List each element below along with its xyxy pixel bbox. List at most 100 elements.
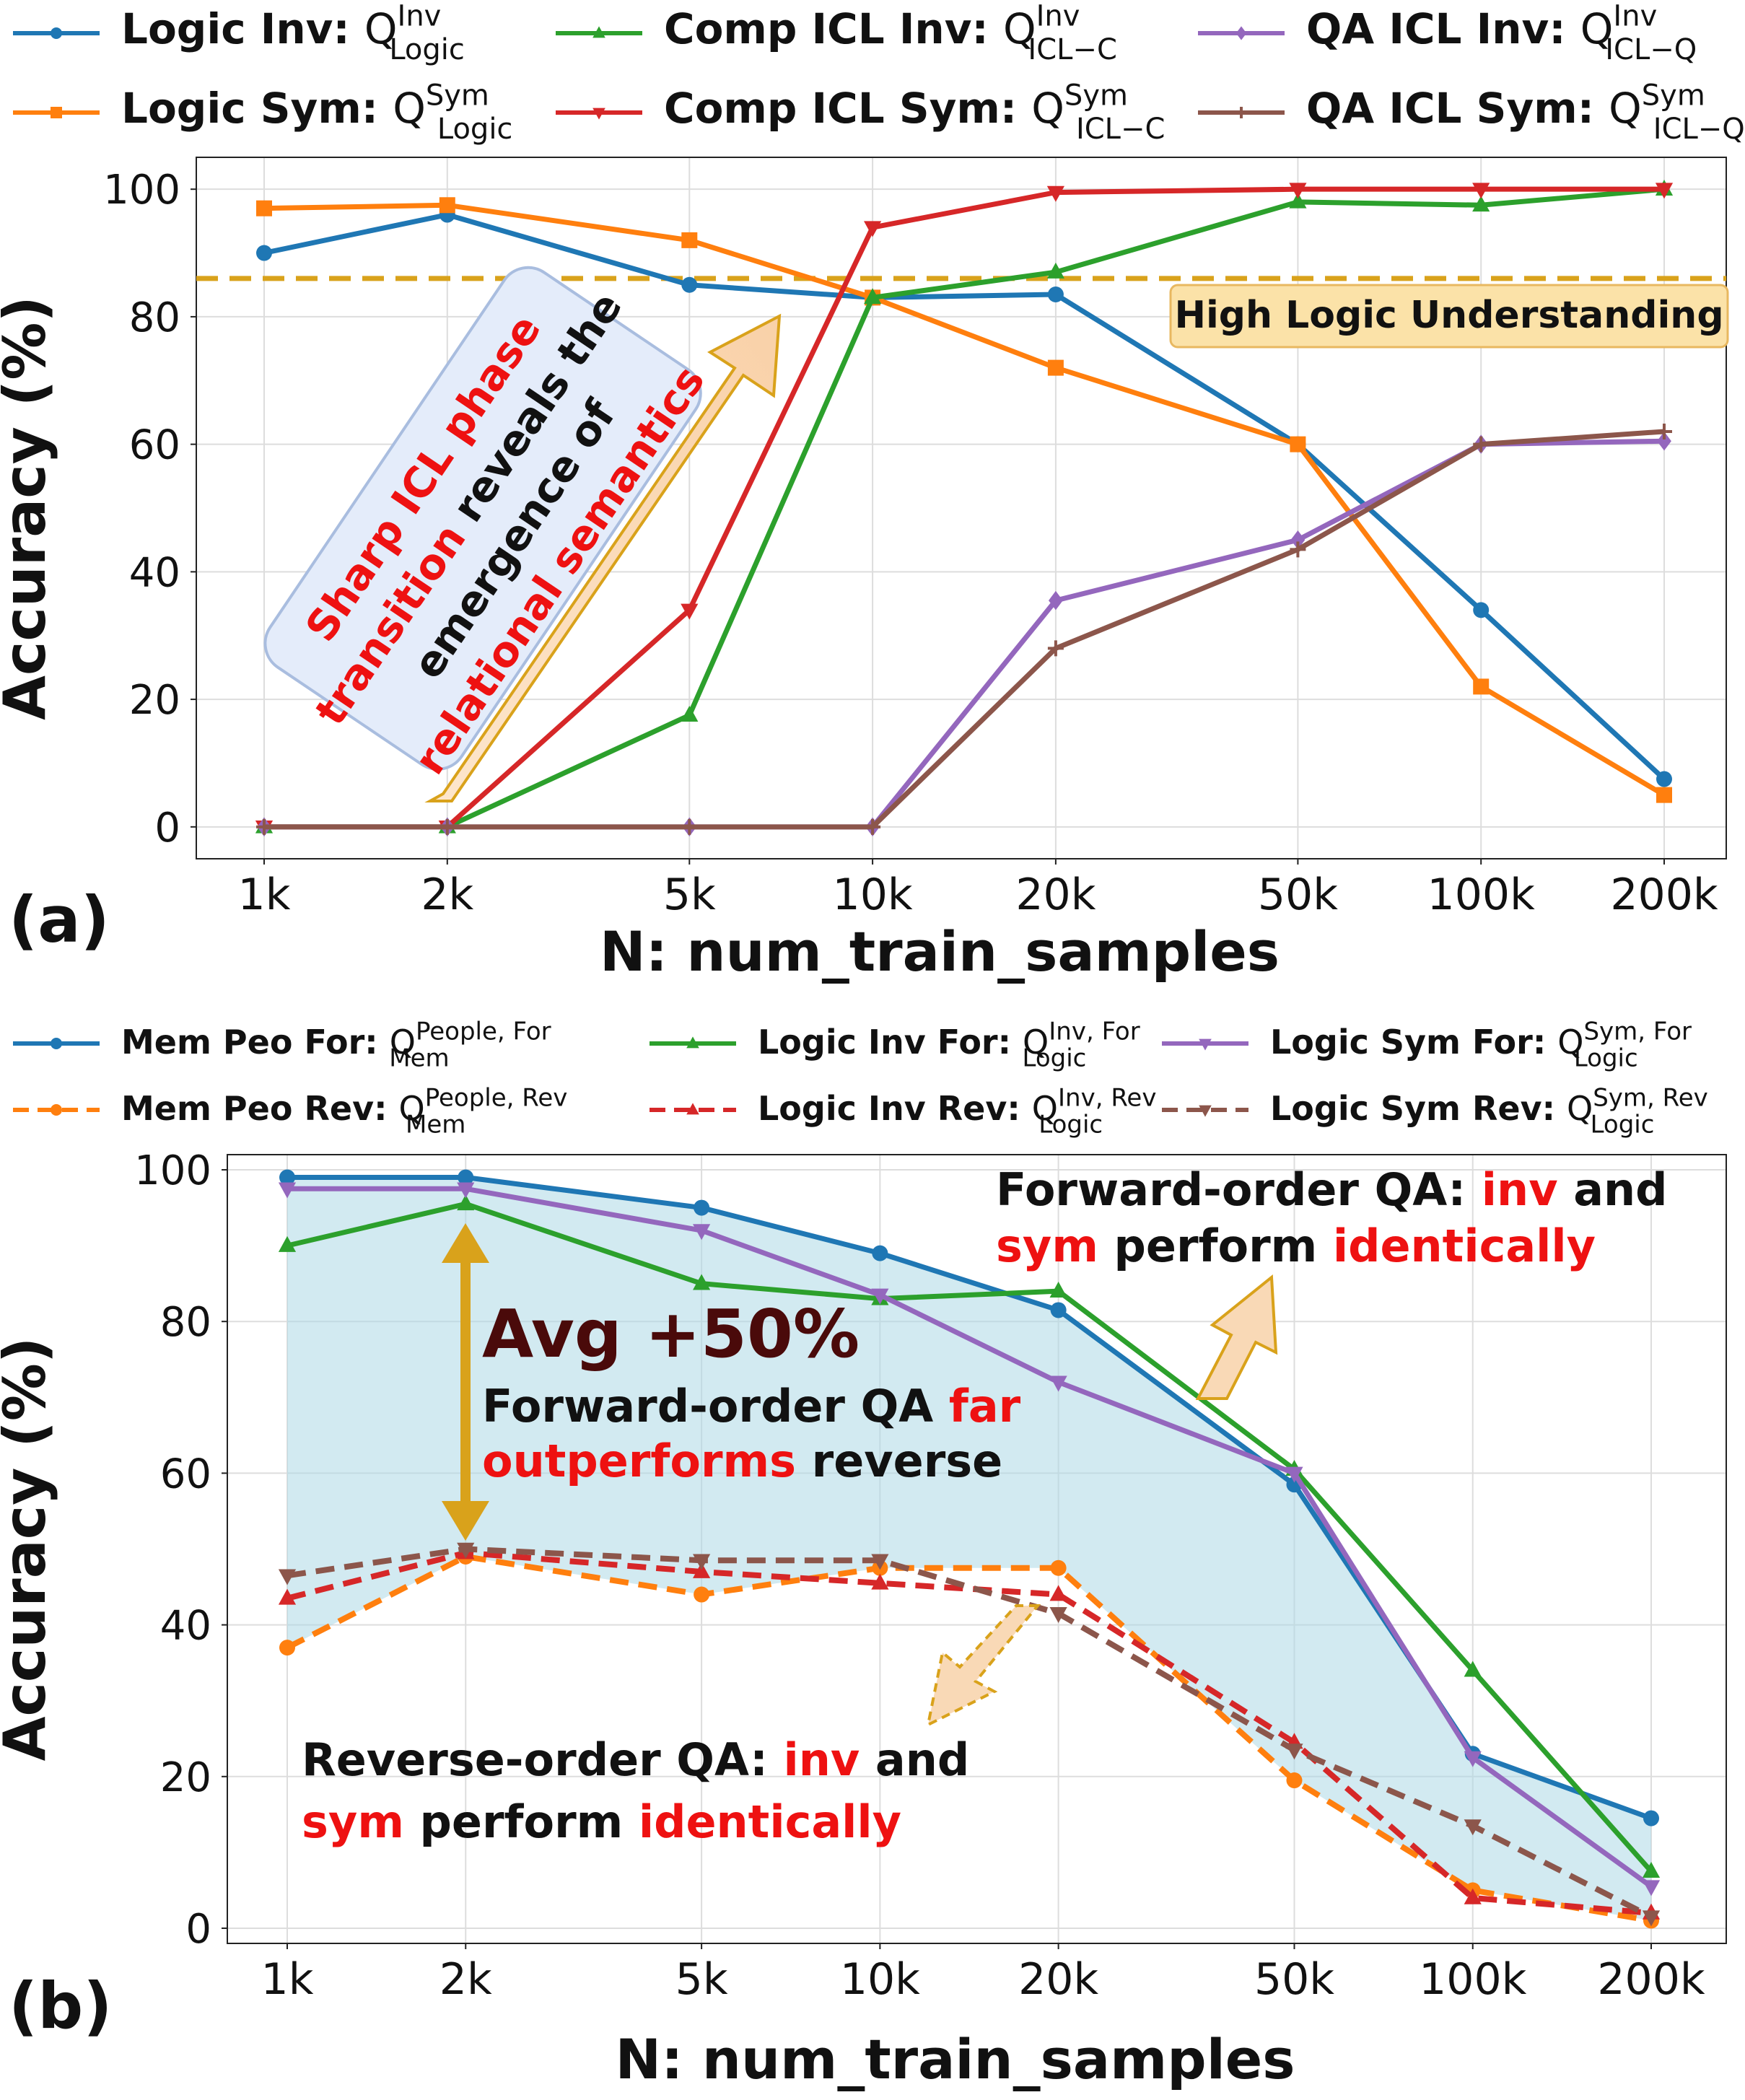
legend-superscript: People, Rev	[425, 1084, 568, 1113]
data-point	[681, 232, 698, 248]
forward-far-text-run: Forward-order QA	[482, 1380, 949, 1432]
series-logic-sym-rev	[278, 1542, 1661, 1927]
forward-identical-text-run: and	[1558, 1163, 1668, 1216]
legend-name: Comp ICL Sym	[664, 84, 1000, 133]
forward-identical-text-line-0: Forward-order QA: inv and	[996, 1163, 1668, 1216]
data-point	[1285, 1744, 1303, 1760]
series-line	[264, 186, 1664, 830]
legend-entry: Logic Inv: QInv Logic	[13, 0, 465, 66]
legend-entry: Mem Peo Rev: QPeople, Rev Mem	[13, 1084, 567, 1139]
x-tick-label: 10k	[840, 1954, 920, 2005]
legend-swatch-marker	[51, 107, 62, 118]
series-qa-icl-sym	[256, 423, 1672, 835]
legend-superscript: Inv, Rev	[1058, 1084, 1156, 1113]
data-point	[681, 276, 698, 293]
data-point	[457, 1542, 475, 1559]
legend-entry: Logic Sym For: QSym, For Logic	[1162, 1018, 1692, 1072]
data-point	[278, 1588, 297, 1605]
data-point	[1643, 1810, 1659, 1826]
data-point	[1048, 590, 1063, 611]
data-point	[1464, 1819, 1482, 1836]
legend-colon: :	[374, 1089, 398, 1128]
forward-far-text-run: far	[949, 1380, 1021, 1432]
legend-name: Comp ICL Inv	[664, 4, 972, 53]
legend-colon: :	[1549, 4, 1580, 53]
legend-superscript: Sym	[426, 79, 489, 113]
data-point	[1473, 678, 1490, 695]
legend-symbol: Q	[1003, 4, 1036, 53]
y-axis-label: Accuracy (%)	[0, 296, 58, 720]
data-point	[694, 1586, 710, 1603]
legend-colon: :	[333, 4, 364, 53]
series-line	[264, 186, 1665, 830]
legend-colon: :	[362, 84, 393, 133]
data-point	[1049, 1281, 1067, 1298]
legend-swatch-marker	[686, 1103, 699, 1115]
gap-arrow-head-up	[442, 1223, 489, 1263]
reverse-identical-text-run: perform	[404, 1795, 639, 1848]
y-tick-label: 40	[129, 549, 180, 596]
legend-entry: QA ICL Inv: QInv ICL−Q	[1198, 0, 1697, 66]
data-point	[871, 1573, 889, 1590]
legend-name: Logic Inv	[121, 4, 333, 53]
legend-symbol: Q	[364, 4, 398, 53]
x-tick-label: 200k	[1597, 1954, 1705, 2005]
legend-subscript: ICL−Q	[1605, 33, 1697, 66]
y-tick-label: 20	[129, 677, 180, 724]
x-tick-label: 20k	[1015, 870, 1095, 920]
x-tick-label: 50k	[1258, 870, 1338, 920]
series-line	[286, 1554, 1652, 1924]
legend-subscript: Mem	[406, 1110, 465, 1139]
legend-entry: Comp ICL Inv: QInv ICL−C	[556, 0, 1117, 66]
data-point	[871, 1288, 889, 1305]
reverse-identical-text-run: sym	[302, 1795, 404, 1848]
legend-name: QA ICL Sym	[1306, 84, 1578, 133]
forward-identical-text-run: inv	[1482, 1163, 1558, 1216]
y-tick-label: 0	[154, 805, 180, 852]
legend-name: Logic Inv Rev	[758, 1089, 1007, 1128]
data-point	[1050, 1302, 1067, 1318]
legend-superscript: Inv	[1036, 0, 1080, 33]
legend-swatch-marker	[51, 27, 62, 39]
x-tick-label: 1k	[261, 1954, 314, 2005]
panel-b: 0 20 40 60 80 100 1k 2k 5k 10k 20k 50k 100k 200k N: nu…	[0, 1018, 1727, 2091]
legend-label: Comp ICL Inv: QInv ICL−C	[664, 0, 1117, 66]
forward-far-text-line-1: outperforms reverse	[482, 1435, 1002, 1487]
data-point	[1656, 787, 1672, 803]
data-point	[693, 1224, 711, 1241]
data-point	[1049, 1585, 1067, 1601]
series-line	[263, 202, 1666, 797]
data-point	[279, 1169, 295, 1186]
legend-name: Logic Inv For	[758, 1023, 998, 1062]
legend-name: Mem Peo For	[121, 1023, 365, 1062]
forward-far-text-run: outperforms	[482, 1435, 796, 1487]
reverse-arrow	[926, 1604, 1041, 1728]
y-tick-label: 80	[160, 1299, 211, 1346]
legend-symbol: Q	[393, 84, 426, 133]
legend-name: Logic Sym	[121, 84, 362, 133]
y-tick-label: 20	[160, 1754, 211, 1801]
legend-colon: :	[1533, 1023, 1557, 1062]
legend-entry: Logic Sym: QSym Logic	[13, 79, 512, 146]
legend-swatch-marker	[1236, 26, 1247, 40]
legend-entry: Logic Inv For: QInv, For Logic	[650, 1018, 1140, 1072]
legend-subscript: Logic	[1022, 1044, 1086, 1072]
y-tick-label: 40	[160, 1603, 211, 1650]
data-point	[1642, 1880, 1661, 1896]
data-point	[256, 245, 272, 261]
legend-colon: :	[998, 1023, 1023, 1062]
forward-identical-text-run: sym	[996, 1220, 1098, 1272]
legend-name: Logic Sym For	[1270, 1023, 1533, 1062]
legend-subscript: Logic	[389, 33, 465, 66]
data-point	[1290, 436, 1306, 452]
data-point	[1047, 640, 1064, 657]
axes-frame	[196, 157, 1727, 859]
reverse-identical-text-line-0: Reverse-order QA: inv and	[302, 1733, 969, 1786]
legend-entry: Logic Inv Rev: QInv, Rev Logic	[650, 1084, 1156, 1139]
legend-swatch-marker	[1236, 107, 1247, 118]
forward-identical-text-line-1: sym perform identically	[996, 1220, 1596, 1272]
reference-label: High Logic Understanding	[1174, 294, 1723, 337]
legend-swatch-marker	[592, 108, 605, 120]
legend-label: Logic Inv Rev: QInv, Rev Logic	[758, 1084, 1156, 1139]
fill-between-area	[287, 1177, 1651, 1921]
